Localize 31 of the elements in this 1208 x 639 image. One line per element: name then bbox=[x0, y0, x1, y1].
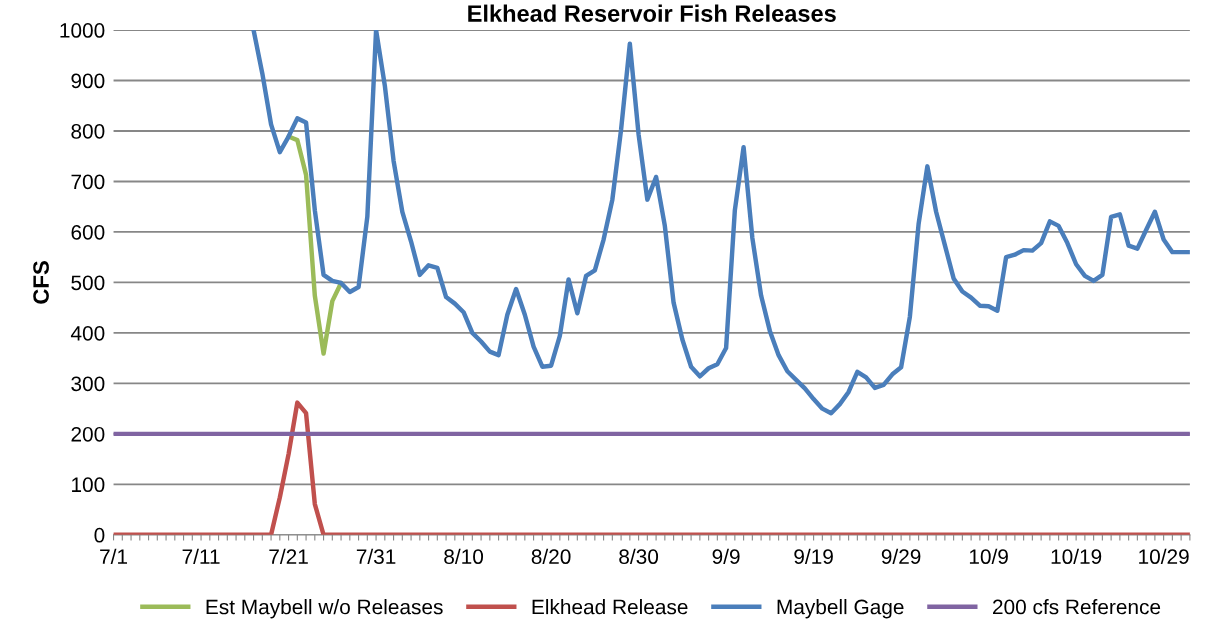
x-tick-label: 7/1 bbox=[100, 548, 128, 565]
legend-label: Maybell Gage bbox=[777, 599, 904, 619]
x-tick-label: 7/11 bbox=[182, 548, 220, 565]
x-tick-label: 10/9 bbox=[969, 548, 1008, 565]
x-tick-label: 9/29 bbox=[881, 548, 921, 565]
y-tick-label: 400 bbox=[70, 325, 105, 341]
y-tick-label: 600 bbox=[71, 224, 105, 240]
chart-title: Elkhead Reservoir Fish Releases bbox=[468, 4, 836, 22]
y-axis-title: CFS bbox=[33, 261, 49, 304]
line-series bbox=[251, 30, 1190, 416]
legend-label: Elkhead Release bbox=[532, 599, 688, 615]
x-tick-label: 8/30 bbox=[619, 548, 659, 565]
x-tick-label: 8/20 bbox=[531, 548, 571, 565]
x-tick-label: 7/31 bbox=[356, 548, 396, 565]
y-tick-label: 500 bbox=[71, 275, 105, 291]
y-tick-label: 0 bbox=[94, 527, 105, 543]
y-tick-label: 700 bbox=[71, 174, 105, 190]
x-tick-label: 8/10 bbox=[444, 548, 484, 565]
x-tick-label: 9/19 bbox=[794, 548, 833, 565]
y-tick-label: 300 bbox=[71, 376, 105, 392]
y-tick-label: 800 bbox=[71, 124, 105, 139]
y-tick-label: 200 bbox=[71, 426, 105, 442]
legend-label: 200 cfs Reference bbox=[993, 599, 1161, 615]
y-tick-label: 100 bbox=[72, 477, 105, 493]
y-tick-label: 1000 bbox=[60, 23, 105, 38]
x-tick-label: 9/9 bbox=[712, 548, 740, 565]
legend-label: Est Maybell w/o Releases bbox=[206, 599, 443, 619]
x-tick-label: 10/19 bbox=[1051, 548, 1102, 565]
y-tick-label: 900 bbox=[71, 73, 105, 89]
x-tick-label: 10/29 bbox=[1139, 548, 1189, 565]
x-tick-label: 7/21 bbox=[269, 548, 308, 565]
